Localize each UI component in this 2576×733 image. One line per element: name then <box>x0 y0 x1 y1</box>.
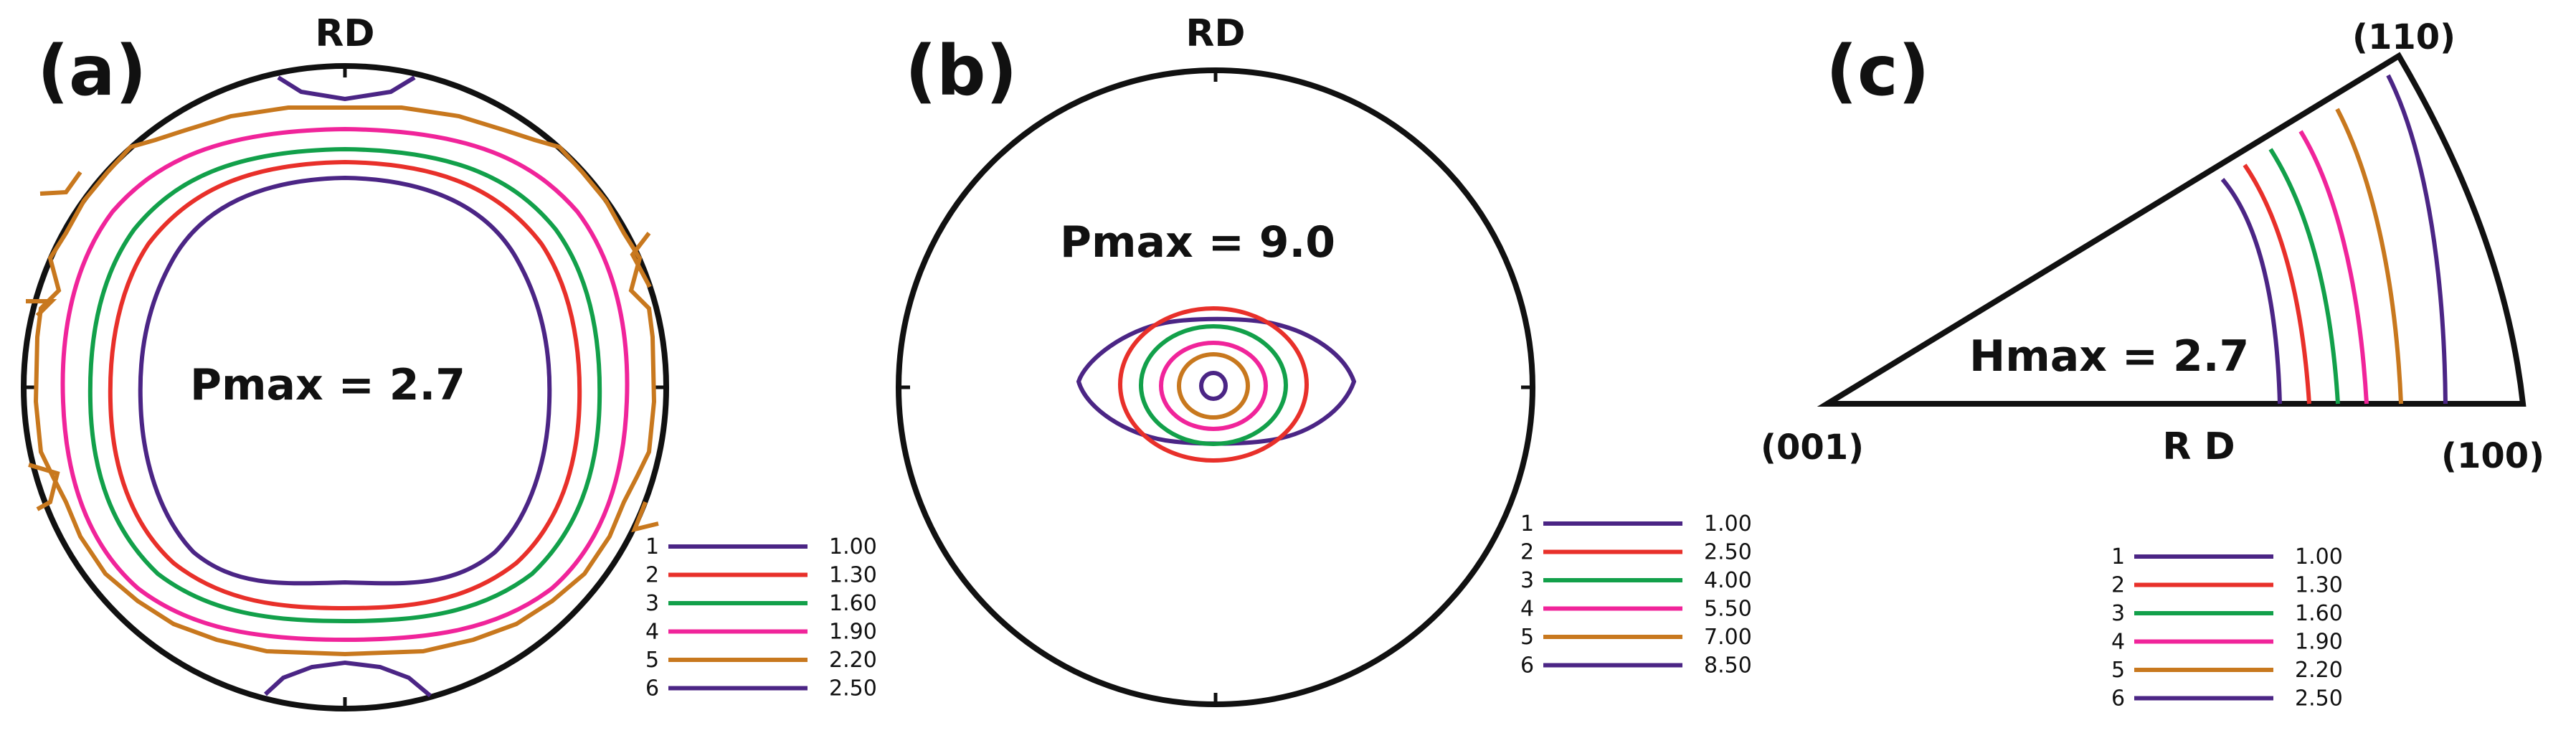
panel-c-corner-110: (110) <box>2352 17 2456 57</box>
panel-a-contour-6-top <box>277 75 416 102</box>
panel-c-label: (c) <box>1826 31 1930 111</box>
legend-level-number: 3 <box>645 591 659 616</box>
panel-a-rd-title: RD <box>315 12 374 55</box>
legend-level-value: 1.30 <box>829 563 877 588</box>
legend-level-number: 6 <box>645 676 659 701</box>
panel-a-contour-6-bottom <box>263 660 432 698</box>
legend-level-value: 2.20 <box>829 648 877 673</box>
legend-level-number: 5 <box>645 648 659 673</box>
panel-c-contour-6 <box>2386 74 2448 405</box>
panel-c-rd-title: R D <box>2162 425 2235 468</box>
legend-level-number: 6 <box>2111 686 2125 711</box>
panel-c-hmax: Hmax = 2.7 <box>1969 331 2249 382</box>
legend-level-number: 6 <box>1520 653 1534 678</box>
panel-b-contour-1 <box>1076 316 1357 446</box>
panel-a-contour-5-right-edge <box>630 232 659 533</box>
panel-b-contour-5 <box>1177 352 1250 420</box>
panel-c-contour-3 <box>2268 148 2340 405</box>
legend-level-number: 3 <box>1520 568 1534 593</box>
legend-level-value: 4.00 <box>1704 568 1752 593</box>
panel-a-legend: 1 1.00 2 1.30 3 1.60 4 1.90 5 2.20 6 2.50 <box>645 534 877 701</box>
legend-level-value: 1.00 <box>1704 511 1752 536</box>
panel-b-contour-3 <box>1139 324 1288 446</box>
panel-c-corner-001: (001) <box>1761 427 1864 468</box>
legend-level-number: 4 <box>645 620 659 645</box>
panel-b-legend: 1 1.00 2 2.50 3 4.00 4 5.50 5 7.00 6 8.50 <box>1520 511 1752 678</box>
legend-level-value: 1.60 <box>829 591 877 616</box>
legend-level-value: 7.00 <box>1704 625 1752 650</box>
panel-b-label: (b) <box>905 31 1017 111</box>
legend-level-value: 1.90 <box>829 620 877 645</box>
panel-a-contour-5-left-edge <box>26 171 82 511</box>
legend-level-value: 1.60 <box>2295 601 2343 626</box>
panel-a-contour-4 <box>60 126 630 643</box>
panel-b: (b) RD Pmax = 9.0 1 1.00 2 2.50 3 4.00 4 5.50 5 7… <box>896 12 1752 707</box>
panel-b-contour-4 <box>1159 341 1268 431</box>
legend-level-number: 4 <box>1520 597 1534 622</box>
legend-level-value: 5.50 <box>1704 597 1752 622</box>
legend-level-number: 1 <box>645 534 659 559</box>
panel-c: (c) Hmax = 2.7 (001) (100) (110) R D 1 1.… <box>1761 17 2544 711</box>
panel-a-pmax: Pmax = 2.7 <box>190 360 465 410</box>
panel-a-label: (a) <box>37 31 147 111</box>
panel-b-pole-figure-circle <box>896 67 1535 707</box>
legend-level-value: 2.50 <box>829 676 877 701</box>
panel-b-contour-6 <box>1199 371 1228 401</box>
legend-level-value: 8.50 <box>1704 653 1752 678</box>
panel-c-contour-4 <box>2298 130 2369 405</box>
legend-level-value: 1.30 <box>2295 573 2343 598</box>
legend-level-number: 1 <box>2111 544 2125 569</box>
panel-a-contour-2 <box>108 159 582 611</box>
panel-c-corner-100: (100) <box>2441 436 2544 476</box>
panel-a-contour-1 <box>138 175 552 586</box>
legend-level-number: 2 <box>645 563 659 588</box>
legend-level-value: 2.20 <box>2295 658 2343 683</box>
legend-level-value: 2.50 <box>1704 540 1752 565</box>
legend-level-value: 2.50 <box>2295 686 2343 711</box>
panel-a: (a) RD Pmax = 2.7 1 1.00 2 1.30 3 1.60 4 1.90 5 2… <box>21 12 877 711</box>
legend-level-number: 4 <box>2111 630 2125 655</box>
panel-c-contour-5 <box>2335 108 2403 405</box>
panel-c-contour-1 <box>2220 178 2282 405</box>
legend-level-value: 1.00 <box>829 534 877 559</box>
legend-level-value: 1.90 <box>2295 630 2343 655</box>
legend-level-value: 1.00 <box>2295 544 2343 569</box>
legend-level-number: 3 <box>2111 601 2125 626</box>
panel-b-rd-title: RD <box>1185 12 1245 55</box>
legend-level-number: 1 <box>1520 511 1534 536</box>
panel-b-contour-2 <box>1118 306 1309 463</box>
legend-level-number: 5 <box>1520 625 1534 650</box>
panel-c-stereographic-triangle <box>1817 52 2527 407</box>
legend-level-number: 2 <box>1520 540 1534 565</box>
legend-level-number: 2 <box>2111 573 2125 598</box>
panel-a-contour-5 <box>33 105 657 657</box>
panel-b-pmax: Pmax = 9.0 <box>1060 217 1335 268</box>
legend-level-number: 5 <box>2111 658 2125 683</box>
panel-a-contour-3 <box>87 146 602 624</box>
panel-c-legend: 1 1.00 2 1.30 3 1.60 4 1.90 5 2.20 6 2.50 <box>2111 544 2343 711</box>
panel-c-contour-2 <box>2243 164 2311 405</box>
